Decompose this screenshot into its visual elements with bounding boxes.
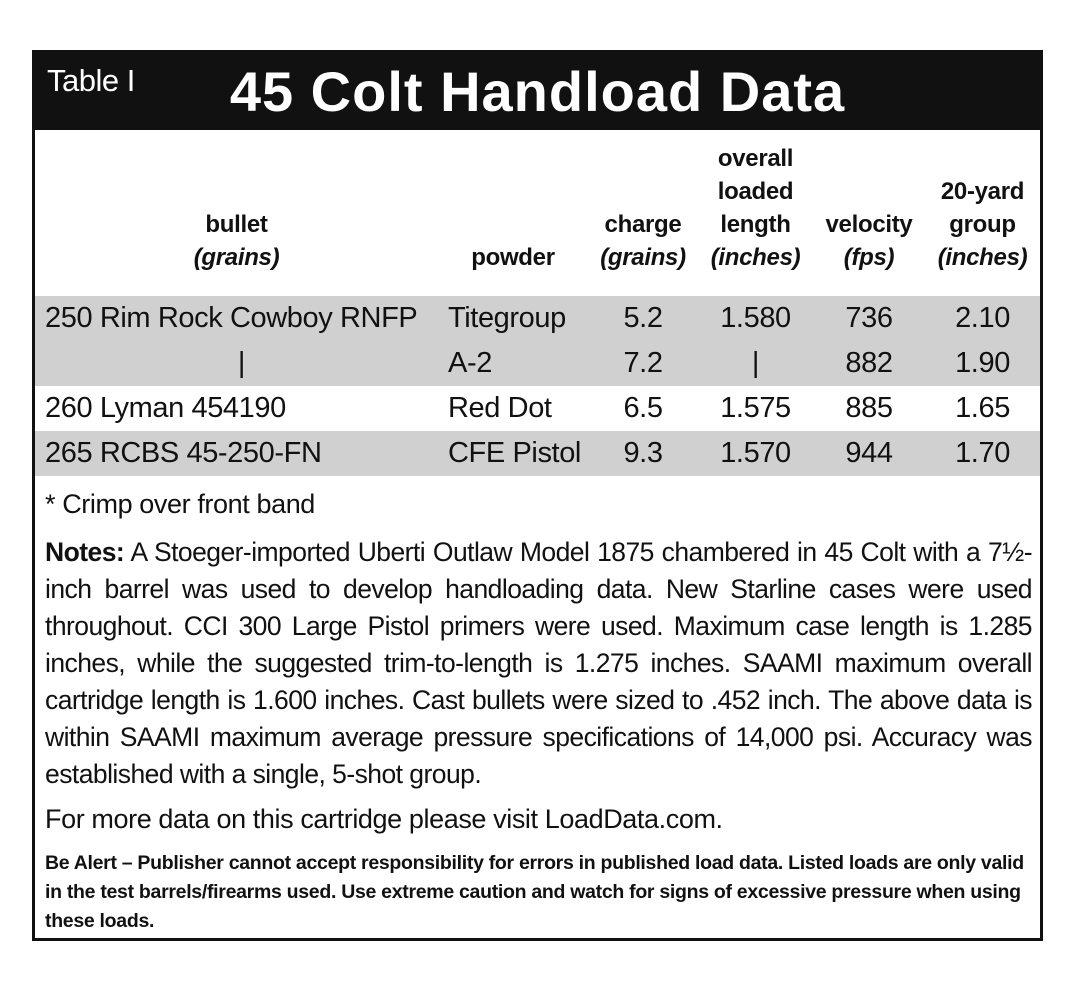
header-row: bullet (grains) powder charge (grains) overal… [35, 131, 1040, 296]
header-line: powder [471, 244, 555, 271]
header-line: charge [604, 211, 682, 238]
table-title: 45 Colt Handload Data [229, 60, 846, 123]
header-unit: (grains) [193, 244, 280, 271]
header-line: group [949, 211, 1016, 238]
header-unit: (inches) [937, 244, 1028, 271]
header-unit: (grains) [600, 244, 686, 271]
warning: Be Alert – Publisher cannot accept respo… [45, 852, 1024, 932]
header-line: overall [717, 145, 794, 172]
header-line: velocity [825, 211, 913, 238]
header-line: 20-yard [940, 178, 1025, 205]
table-cell: A-2 [438, 341, 588, 386]
column-header: overall loaded length (inches) [698, 131, 813, 296]
table-cell: Red Dot [448, 392, 552, 424]
table-cell: 1.90 [925, 341, 1040, 386]
table-cell: | [35, 341, 438, 386]
column-header: bullet (grains) [35, 131, 438, 296]
table-cell: 2.10 [925, 296, 1040, 341]
table-cell: 250 Rim Rock Cowboy RNFP [35, 296, 438, 341]
table-row: 260 Lyman 454190 Red Dot 6.5 1.575 885 1.65 [35, 386, 1040, 431]
table-cell: Titegroup [438, 296, 588, 341]
table-cell: 9.3 [588, 431, 698, 476]
table-cell: 5.2 [588, 296, 698, 341]
table-row: 250 Rim Rock Cowboy RNFP Titegroup 5.2 1.58… [35, 296, 1040, 341]
table-cell: 1.70 [925, 431, 1040, 476]
column-header: charge (grains) [588, 131, 698, 296]
table-row: 265 RCBS 45-250-FN CFE Pistol 9.3 1.570 944 1… [35, 431, 1040, 476]
header-unit: (inches) [710, 244, 801, 271]
header-line: length [720, 211, 791, 238]
table-cell: 6.5 [623, 392, 663, 424]
table-cell: 1.575 [720, 392, 791, 424]
notes-label: Notes: [45, 537, 125, 567]
data-table: bullet (grains) powder charge (grains) overal… [35, 131, 1040, 476]
table-cell: 7.2 [588, 341, 698, 386]
column-header: powder [438, 131, 588, 296]
table-cell: | [698, 341, 813, 386]
table-label: Table I [47, 63, 135, 98]
table-cell: 882 [813, 341, 925, 386]
table-box: Table I 45 Colt Handload Data bullet (gra… [32, 50, 1043, 941]
table-row: | A-2 7.2 | 882 1.90 [35, 341, 1040, 386]
table-cell: 1.570 [698, 431, 813, 476]
table-cell: 260 Lyman 454190 [45, 392, 286, 424]
header-unit: (fps) [843, 244, 895, 271]
table-cell: 265 RCBS 45-250-FN [35, 431, 438, 476]
header-line: loaded [717, 178, 794, 205]
header-line: bullet [205, 211, 268, 238]
table-cell: CFE Pistol [438, 431, 588, 476]
table-cell: 736 [813, 296, 925, 341]
footnote: * Crimp over front band [45, 489, 315, 519]
column-header: velocity (fps) [813, 131, 925, 296]
notes-text: A Stoeger-imported Uberti Outlaw Model 1… [45, 537, 1033, 789]
more-info: For more data on this cartridge please v… [45, 804, 723, 834]
table-cell: 1.580 [698, 296, 813, 341]
header-band: Table I 45 Colt Handload Data [35, 53, 1040, 130]
notes: Notes: A Stoeger-imported Uberti Outlaw … [45, 534, 1033, 793]
column-header: 20-yard group (inches) [925, 131, 1040, 296]
table-cell: 1.65 [955, 392, 1010, 424]
table-body: 250 Rim Rock Cowboy RNFP Titegroup 5.2 1.58… [35, 296, 1040, 476]
table-cell: 885 [845, 392, 893, 424]
table-cell: 944 [813, 431, 925, 476]
